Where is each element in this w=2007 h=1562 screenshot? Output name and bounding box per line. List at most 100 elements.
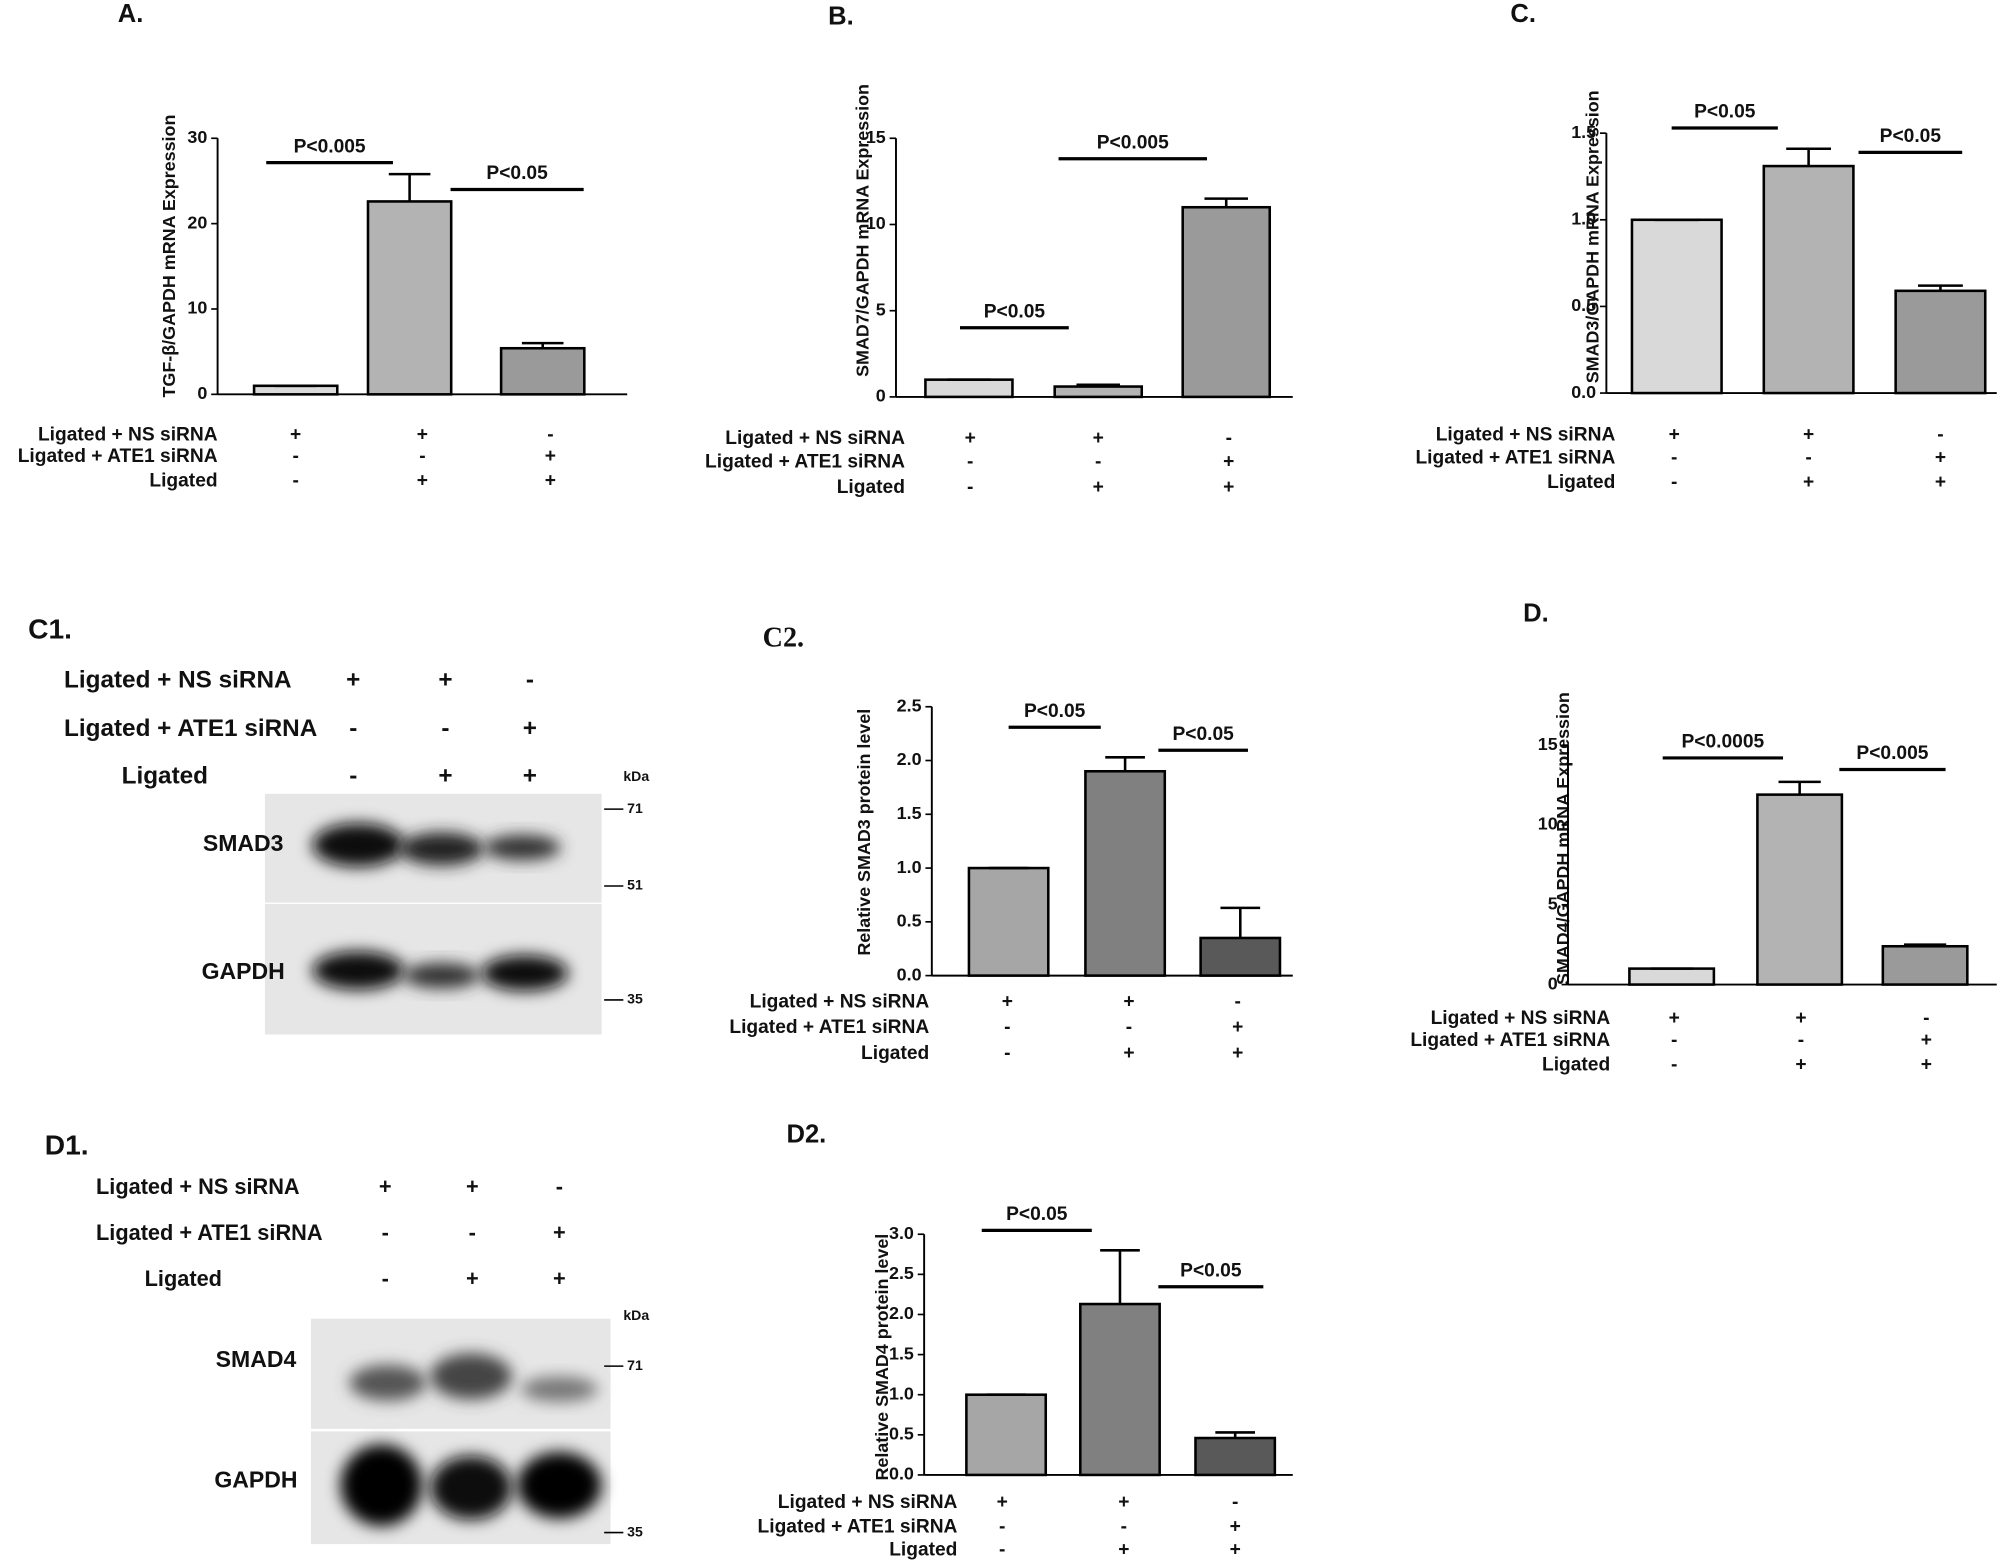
y-tick-label: 5 <box>876 299 886 319</box>
y-axis-label: SMAD3/GAPDH mRNA Expression <box>1582 90 1602 383</box>
condition-mark: + <box>1803 424 1814 445</box>
bar <box>1084 769 1167 977</box>
condition-mark: + <box>1795 1008 1806 1029</box>
band-label: GAPDH <box>202 958 285 984</box>
y-tick-label: 10 <box>187 298 207 318</box>
bar <box>924 378 1014 399</box>
condition-mark: + <box>1921 1054 1932 1075</box>
condition-label: Ligated + ATE1 siRNA <box>96 1220 323 1245</box>
y-tick-label: 0.5 <box>897 911 922 931</box>
y-tick-label: 30 <box>187 127 207 147</box>
condition-mark: + <box>1118 1492 1129 1513</box>
condition-mark: - <box>1235 992 1241 1013</box>
condition-label: Ligated + NS siRNA <box>38 424 218 445</box>
condition-mark: - <box>469 1220 476 1245</box>
condition-mark: + <box>1795 1054 1806 1075</box>
condition-mark: + <box>1118 1540 1129 1561</box>
significance-label: P<0.005 <box>1097 132 1169 153</box>
condition-label: Ligated + NS siRNA <box>96 1174 300 1199</box>
condition-label: Ligated <box>1547 472 1615 493</box>
blot-band <box>403 962 480 989</box>
y-axis-label: TGF-β/GAPDH mRNA Expression <box>159 115 179 398</box>
band-label: SMAD4 <box>216 1346 297 1372</box>
condition-mark: - <box>1121 1517 1127 1538</box>
condition-mark: + <box>290 424 301 445</box>
bar <box>1881 944 1969 986</box>
condition-label: Ligated + NS siRNA <box>1431 1008 1611 1029</box>
condition-mark: + <box>346 667 360 694</box>
condition-mark: - <box>1805 447 1811 468</box>
condition-mark: + <box>1230 1517 1241 1538</box>
condition-label: Ligated + NS siRNA <box>778 1492 958 1513</box>
condition-label: Ligated + NS siRNA <box>1436 424 1616 445</box>
bar <box>1194 1436 1277 1477</box>
condition-mark: - <box>1004 1017 1010 1038</box>
y-tick-label: 0.5 <box>1571 295 1596 315</box>
condition-label: Ligated + ATE1 siRNA <box>705 451 905 472</box>
y-tick-label: 15 <box>1538 734 1558 754</box>
y-tick-label: 0 <box>876 386 886 406</box>
condition-mark: + <box>466 1266 479 1291</box>
condition-mark: + <box>545 446 556 467</box>
marker-label: 35 <box>627 991 643 1007</box>
bar <box>499 346 586 396</box>
condition-mark: - <box>1126 1017 1132 1038</box>
condition-mark: - <box>382 1266 389 1291</box>
significance-label: P<0.05 <box>984 301 1046 322</box>
y-tick-label: 1.5 <box>897 803 922 823</box>
bar <box>967 866 1050 977</box>
condition-mark: - <box>1232 1492 1238 1513</box>
condition-label: Ligated + ATE1 siRNA <box>1415 447 1615 468</box>
condition-label: Ligated <box>1542 1054 1610 1075</box>
condition-mark: + <box>1223 477 1234 498</box>
condition-label: Ligated <box>837 477 905 498</box>
significance-label: P<0.05 <box>1694 102 1756 123</box>
condition-mark: - <box>1671 447 1677 468</box>
bar <box>1756 793 1844 986</box>
marker-label: 51 <box>627 877 643 893</box>
panel-label: C2. <box>763 623 804 654</box>
condition-mark: - <box>1095 451 1101 472</box>
y-tick-label: 1.0 <box>1571 209 1596 229</box>
condition-mark: + <box>1669 424 1680 445</box>
panel-label: C. <box>1510 0 1536 28</box>
panel-label: D1. <box>45 1130 89 1161</box>
marker-label: 71 <box>627 800 643 816</box>
bar <box>1079 1302 1161 1477</box>
blot-band <box>312 823 405 867</box>
condition-mark: + <box>1935 472 1946 493</box>
bar <box>965 1393 1048 1477</box>
y-tick-label: 20 <box>187 212 207 232</box>
blot-band <box>483 834 561 861</box>
y-tick-label: 0 <box>1548 973 1558 993</box>
bar <box>1199 936 1282 977</box>
band-label: SMAD3 <box>203 830 284 856</box>
condition-mark: + <box>417 470 428 491</box>
significance-label: P<0.05 <box>1006 1204 1068 1225</box>
bar <box>1630 218 1723 395</box>
condition-mark: - <box>349 763 357 790</box>
y-tick-label: 0 <box>197 383 207 403</box>
condition-label: Ligated <box>861 1043 929 1064</box>
blot-band <box>340 1444 423 1527</box>
condition-mark: - <box>526 667 534 694</box>
y-axis-label: Relative SMAD3 protein level <box>854 709 874 956</box>
significance-label: P<0.05 <box>1173 724 1235 745</box>
condition-mark: + <box>1803 472 1814 493</box>
unit-label: kDa <box>623 768 649 784</box>
y-tick-label: 0.0 <box>1571 382 1596 402</box>
y-tick-label: 1.0 <box>889 1383 914 1403</box>
condition-label: Ligated + ATE1 siRNA <box>18 446 218 467</box>
y-tick-label: 5 <box>1548 893 1558 913</box>
y-tick-label: 2.0 <box>889 1303 914 1323</box>
y-tick-label: 15 <box>866 127 886 147</box>
marker-label: 71 <box>627 1357 643 1373</box>
condition-label: Ligated <box>145 1266 222 1291</box>
condition-label: Ligated + NS siRNA <box>64 667 292 694</box>
panel-label: D2. <box>786 1120 826 1148</box>
condition-mark: - <box>547 424 553 445</box>
significance-label: P<0.005 <box>1856 743 1928 764</box>
panel-label: A. <box>118 0 144 28</box>
significance-label: P<0.05 <box>1880 126 1942 147</box>
